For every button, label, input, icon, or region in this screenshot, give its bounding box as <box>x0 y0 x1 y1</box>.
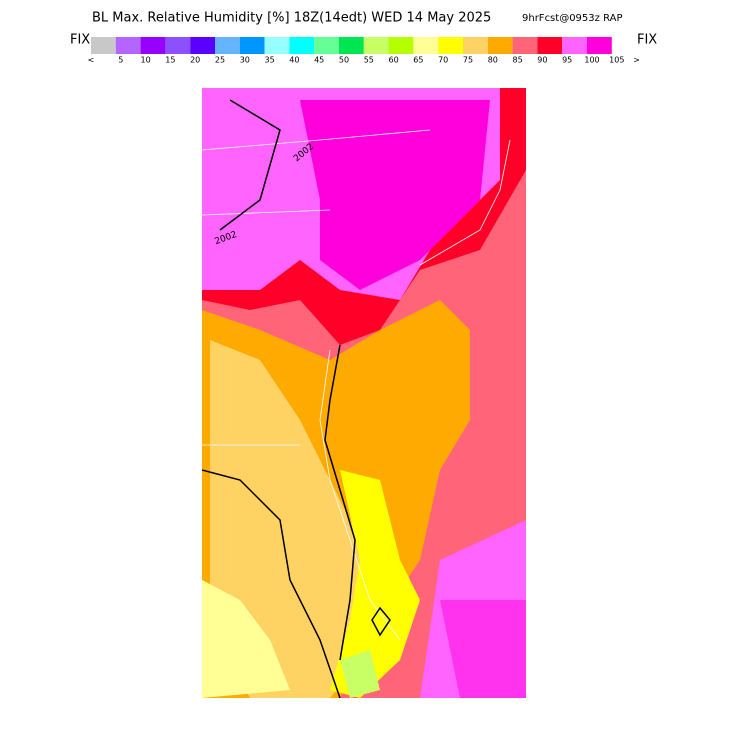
colorbar-tick-label: 105 <box>609 56 624 65</box>
color-swatch <box>413 37 439 54</box>
color-swatch <box>438 37 463 54</box>
colorbar-tick-label: 10 <box>141 56 151 65</box>
color-swatch <box>190 37 215 54</box>
colorbar: <5 10 15 20 25 30 35 40 45 50 55 60 65 70 75 80 85 90 95 10… <box>88 37 640 65</box>
color-swatch <box>339 37 364 54</box>
colorbar-tick-label: 90 <box>537 56 547 65</box>
colorbar-tick-label: 15 <box>165 56 175 65</box>
colorbar-tick-label: 45 <box>314 56 324 65</box>
colorbar-tick-label: > <box>633 56 640 65</box>
color-swatch <box>388 37 414 54</box>
colorbar-tick-label: 25 <box>215 56 225 65</box>
map: 2002 2002 <box>201 88 526 699</box>
colorbar-tick-label: 20 <box>190 56 200 65</box>
color-swatch <box>215 37 240 54</box>
color-swatch <box>512 37 538 54</box>
colorbar-tick-label: 55 <box>364 56 374 65</box>
region-light-yellow <box>202 580 290 698</box>
fix-right: FIX <box>637 33 657 48</box>
region-green <box>340 650 380 698</box>
region-yellow <box>330 470 420 698</box>
colorbar-tick-label: < <box>88 56 95 65</box>
colorbar-tick-label: 50 <box>339 56 349 65</box>
colorbar-tick-label: 65 <box>413 56 423 65</box>
contours <box>201 99 391 699</box>
fix-left: FIX <box>70 33 90 48</box>
color-swatch <box>239 37 265 54</box>
colorbar-tick-label: 95 <box>562 56 572 65</box>
colorbar-tick-label: 70 <box>438 56 448 65</box>
colorbar-tick-label: 85 <box>513 56 523 65</box>
color-swatch <box>314 37 339 54</box>
colorbar-tick-label: 5 <box>118 56 123 65</box>
colorbar-tick-label: 80 <box>488 56 498 65</box>
colorbar-tick-label: 75 <box>463 56 473 65</box>
colorbar-tick-label: 60 <box>389 56 399 65</box>
color-swatch <box>289 37 315 54</box>
color-swatch <box>140 37 166 54</box>
title: BL Max. Relative Humidity [%] 18Z(14edt)… <box>92 11 491 26</box>
color-swatch <box>165 37 191 54</box>
color-swatch <box>463 37 488 54</box>
region-magenta <box>300 100 490 290</box>
boundaries <box>201 129 511 641</box>
colorbar-tick-label: 30 <box>240 56 250 65</box>
subtitle: 9hrFcst@0953z RAP <box>522 13 622 24</box>
color-swatch <box>264 37 290 54</box>
color-swatch <box>562 37 587 54</box>
region-magenta-south <box>440 600 526 698</box>
colorbar-tick-label: 100 <box>584 56 599 65</box>
colorbar-tick-label: 35 <box>265 56 275 65</box>
color-swatch <box>587 37 612 54</box>
color-swatch <box>91 37 116 54</box>
color-swatch <box>537 37 563 54</box>
color-swatch <box>363 37 389 54</box>
color-swatch <box>115 37 141 54</box>
colorbar-tick-label: 40 <box>289 56 299 65</box>
color-swatch <box>487 37 513 54</box>
